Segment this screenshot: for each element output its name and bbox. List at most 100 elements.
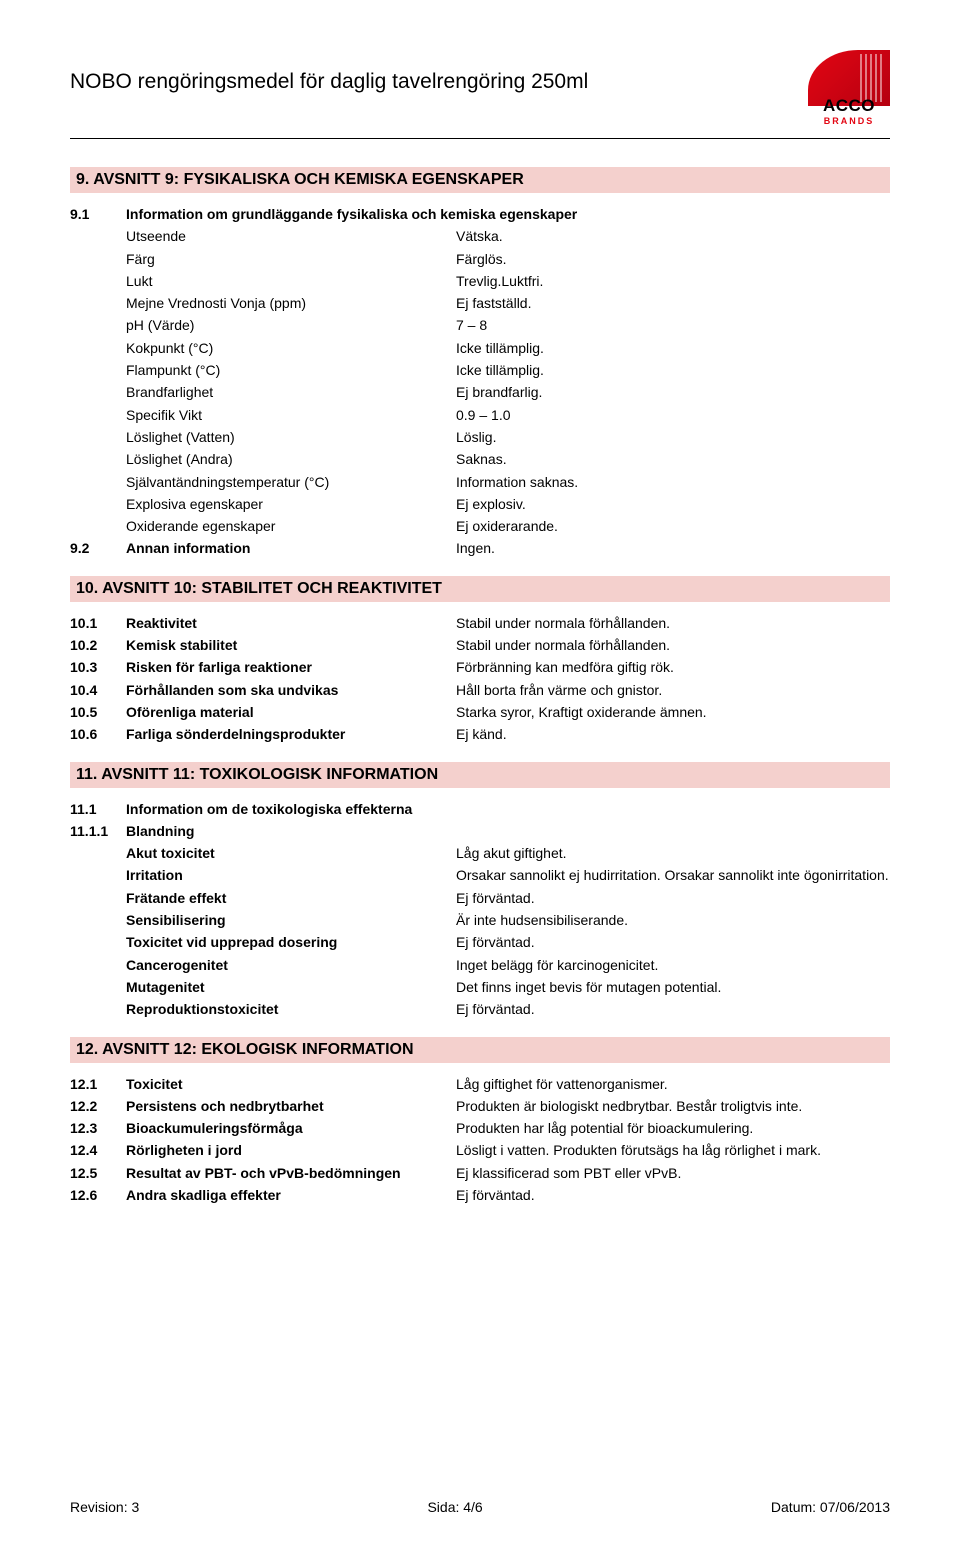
label: Lukt: [126, 271, 456, 291]
num: 10.3: [70, 657, 126, 677]
value: Icke tillämplig.: [456, 338, 890, 358]
value: Låg akut giftighet.: [456, 843, 890, 863]
property-row: LuktTrevlig.Luktfri.: [70, 270, 890, 292]
label: Farliga sönderdelningsprodukter: [126, 724, 456, 744]
property-row: MutagenitetDet finns inget bevis för mut…: [70, 976, 890, 998]
num: 9.1: [70, 204, 126, 224]
label: Risken för farliga reaktioner: [126, 657, 456, 677]
value: Saknas.: [456, 449, 890, 469]
num: [70, 271, 126, 291]
property-row: ReproduktionstoxicitetEj förväntad.: [70, 998, 890, 1020]
label: Mejne Vrednosti Vonja (ppm): [126, 293, 456, 313]
value: Information saknas.: [456, 472, 890, 492]
property-row: 12.4Rörligheten i jordLösligt i vatten. …: [70, 1139, 890, 1161]
value: Ingen.: [456, 538, 890, 558]
property-row: 12.5Resultat av PBT- och vPvB-bedömninge…: [70, 1162, 890, 1184]
label: Oxiderande egenskaper: [126, 516, 456, 536]
label: Oförenliga material: [126, 702, 456, 722]
section-9-heading: 9. AVSNITT 9: FYSIKALISKA OCH KEMISKA EG…: [70, 167, 890, 193]
row-9.2: 9.2 Annan information Ingen.: [70, 537, 890, 559]
property-row: CancerogenitetInget belägg för karcinoge…: [70, 954, 890, 976]
num: 11.1: [70, 799, 126, 819]
row-11.1.1: 11.1.1 Blandning: [70, 820, 890, 842]
value: Ej känd.: [456, 724, 890, 744]
num: 12.3: [70, 1118, 126, 1138]
num: [70, 932, 126, 952]
footer-revision: Revision: 3: [70, 1499, 139, 1515]
num: [70, 427, 126, 447]
property-row: Toxicitet vid upprepad doseringEj förvän…: [70, 931, 890, 953]
num: [70, 865, 126, 885]
num: [70, 999, 126, 1019]
property-row: 10.1ReaktivitetStabil under normala förh…: [70, 612, 890, 634]
label: Toxicitet vid upprepad dosering: [126, 932, 456, 952]
label: Akut toxicitet: [126, 843, 456, 863]
num: [70, 888, 126, 908]
num: [70, 315, 126, 335]
value: Ej fastställd.: [456, 293, 890, 313]
property-row: Kokpunkt (°C)Icke tillämplig.: [70, 337, 890, 359]
label: Förhållanden som ska undvikas: [126, 680, 456, 700]
label: Andra skadliga effekter: [126, 1185, 456, 1205]
num: [70, 494, 126, 514]
property-row: Frätande effektEj förväntad.: [70, 887, 890, 909]
section-11-heading: 11. AVSNITT 11: TOXIKOLOGISK INFORMATION: [70, 762, 890, 788]
label: Löslighet (Vatten): [126, 427, 456, 447]
property-row: 10.4Förhållanden som ska undvikasHåll bo…: [70, 679, 890, 701]
property-row: Flampunkt (°C)Icke tillämplig.: [70, 359, 890, 381]
value: Lösligt i vatten. Produkten förutsägs ha…: [456, 1140, 890, 1160]
label: Reaktivitet: [126, 613, 456, 633]
property-row: pH (Värde)7 – 8: [70, 314, 890, 336]
label: Kokpunkt (°C): [126, 338, 456, 358]
num: 12.4: [70, 1140, 126, 1160]
label: Resultat av PBT- och vPvB-bedömningen: [126, 1163, 456, 1183]
property-row: UtseendeVätska.: [70, 225, 890, 247]
label: Cancerogenitet: [126, 955, 456, 975]
label: pH (Värde): [126, 315, 456, 335]
property-row: 12.3BioackumuleringsförmågaProdukten har…: [70, 1117, 890, 1139]
label: Löslighet (Andra): [126, 449, 456, 469]
value: Färglös.: [456, 249, 890, 269]
value: Produkten är biologiskt nedbrytbar. Best…: [456, 1096, 890, 1116]
label: Bioackumuleringsförmåga: [126, 1118, 456, 1138]
num: [70, 955, 126, 975]
value: Inget belägg för karcinogenicitet.: [456, 955, 890, 975]
section-12-heading: 12. AVSNITT 12: EKOLOGISK INFORMATION: [70, 1037, 890, 1063]
page: NOBO rengöringsmedel för daglig tavelren…: [0, 0, 960, 1555]
num: 12.1: [70, 1074, 126, 1094]
num: [70, 910, 126, 930]
property-row: IrritationOrsakar sannolikt ej hudirrita…: [70, 864, 890, 886]
logo-main-text: ACCO: [808, 96, 890, 116]
num: [70, 843, 126, 863]
footer-date: Datum: 07/06/2013: [771, 1499, 890, 1515]
value: Icke tillämplig.: [456, 360, 890, 380]
num: [70, 516, 126, 536]
property-row: Löslighet (Andra)Saknas.: [70, 448, 890, 470]
value: Stabil under normala förhållanden.: [456, 635, 890, 655]
value: Det finns inget bevis för mutagen potent…: [456, 977, 890, 997]
value: Ej förväntad.: [456, 1185, 890, 1205]
value: Förbränning kan medföra giftig rök.: [456, 657, 890, 677]
property-row: 12.2Persistens och nedbrytbarhetProdukte…: [70, 1095, 890, 1117]
label: Rörligheten i jord: [126, 1140, 456, 1160]
row-11.1: 11.1 Information om de toxikologiska eff…: [70, 798, 890, 820]
property-row: 10.6Farliga sönderdelningsprodukterEj kä…: [70, 723, 890, 745]
value: Ej explosiv.: [456, 494, 890, 514]
property-row: Specifik Vikt0.9 – 1.0: [70, 404, 890, 426]
label: Annan information: [126, 538, 456, 558]
value: 0.9 – 1.0: [456, 405, 890, 425]
label: Irritation: [126, 865, 456, 885]
property-row: Självantändningstemperatur (°C)Informati…: [70, 471, 890, 493]
property-row: Explosiva egenskaperEj explosiv.: [70, 493, 890, 515]
num: [70, 360, 126, 380]
document-title: NOBO rengöringsmedel för daglig tavelren…: [70, 50, 588, 94]
num: [70, 293, 126, 313]
value: Är inte hudsensibiliserande.: [456, 910, 890, 930]
property-row: 10.5Oförenliga materialStarka syror, Kra…: [70, 701, 890, 723]
label: Självantändningstemperatur (°C): [126, 472, 456, 492]
label: Explosiva egenskaper: [126, 494, 456, 514]
value: 7 – 8: [456, 315, 890, 335]
value: Ej förväntad.: [456, 999, 890, 1019]
num: 10.6: [70, 724, 126, 744]
value: Ej förväntad.: [456, 932, 890, 952]
